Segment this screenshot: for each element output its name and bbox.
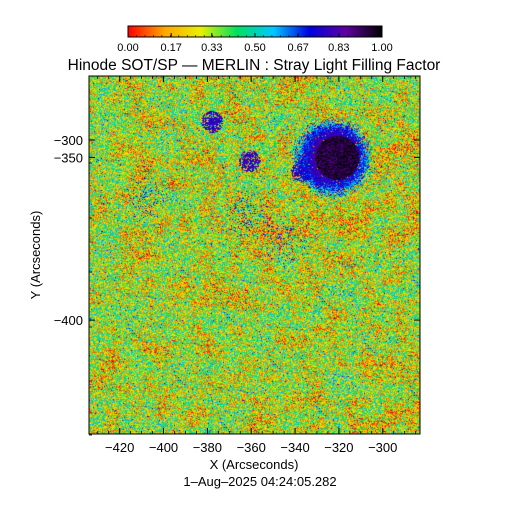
colorbar-ticks [127, 33, 383, 37]
x-tick-label: −420 [105, 440, 134, 455]
colorbar-tick-label: 0.33 [201, 42, 222, 54]
colorbar-tick-labels: 0.00 0.17 0.33 0.50 0.67 0.83 1.00 [117, 42, 392, 54]
y-tick-label: −400 [54, 313, 83, 328]
colorbar-tick-label: 0.83 [328, 42, 349, 54]
y-tick-label: −350 [54, 150, 83, 165]
colorbar-tick-label: 0.00 [117, 42, 138, 54]
colorbar: 0.00 0.17 0.33 0.50 0.67 0.83 1.00 [117, 25, 393, 54]
x-tick-label: −340 [280, 440, 309, 455]
colorbar-tick-label: 0.50 [244, 42, 265, 54]
plot-area: −420 −400 −380 −360 −340 −320 −300 −300 −350 −40… [54, 75, 421, 455]
y-axis-tick-labels: −300 −350 −400 [54, 133, 83, 328]
filling-factor-map [89, 76, 420, 434]
y-axis-ticks [89, 139, 420, 436]
colorbar-tick-label: 0.17 [160, 42, 181, 54]
y-tick-label: −300 [54, 133, 83, 148]
plot-frame [88, 75, 421, 435]
x-tick-label: −380 [193, 440, 222, 455]
colorbar-tick-label: 1.00 [371, 42, 392, 54]
x-tick-label: −400 [149, 440, 178, 455]
x-tick-label: −360 [237, 440, 266, 455]
x-tick-label: −320 [324, 440, 353, 455]
colorbar-tick-label: 0.67 [287, 42, 308, 54]
chart-title: Hinode SOT/SP — MERLIN : Stray Light Fil… [68, 57, 441, 74]
x-axis-label: X (Arcseconds) [210, 457, 299, 472]
x-tick-label: −300 [368, 440, 397, 455]
observation-timestamp: 1–Aug–2025 04:24:05.282 [183, 474, 336, 489]
x-axis-tick-labels: −420 −400 −380 −360 −340 −320 −300 [105, 440, 397, 455]
y-axis-label: Y (Arcseconds) [28, 211, 43, 300]
x-axis-ticks [97, 76, 417, 434]
